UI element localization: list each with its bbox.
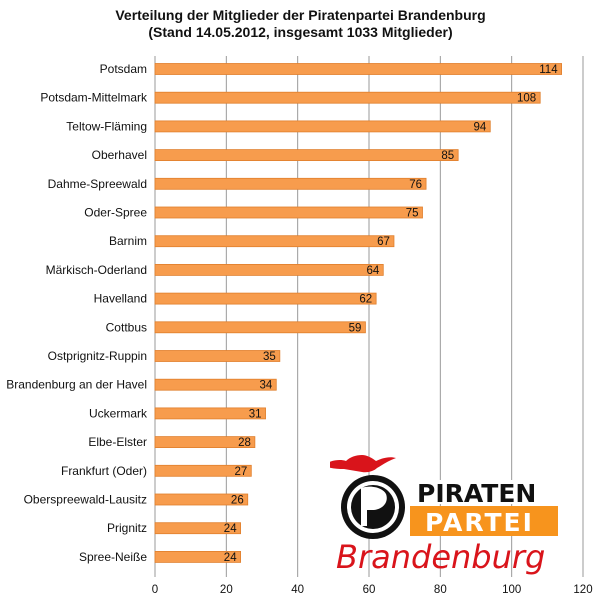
chart-subtitle: (Stand 14.05.2012, insgesamt 1033 Mitgli… (148, 24, 453, 40)
value-label: 35 (263, 351, 276, 363)
value-labels: 114 108 94 85 76 75 67 64 62 59 35 34 31 28 27 26 24 24 (224, 64, 558, 564)
logo-orange-band (410, 506, 558, 536)
category-labels: Potsdam Potsdam-Mittelmark Teltow-Fläming O… (6, 62, 148, 564)
bar (154, 235, 395, 248)
bar (154, 436, 256, 449)
category-label: Oberhavel (92, 148, 147, 162)
category-label: Frankfurt (Oder) (61, 464, 147, 478)
bar (154, 407, 266, 420)
bar (154, 177, 427, 190)
bar (154, 263, 384, 276)
value-label: 108 (517, 93, 536, 105)
value-label: 114 (539, 64, 558, 76)
value-label: 31 (249, 408, 262, 420)
bar (154, 493, 249, 506)
value-label: 26 (231, 495, 244, 507)
x-tick-label: 80 (434, 584, 447, 596)
category-label: Potsdam-Mittelmark (40, 91, 148, 105)
value-label: 62 (359, 294, 372, 306)
category-label: Elbe-Elster (88, 435, 147, 449)
category-label: Oberspreewald-Lausitz (24, 493, 147, 507)
category-label: Brandenburg an der Havel (6, 378, 147, 392)
value-label: 67 (377, 236, 390, 248)
category-label: Spree-Neiße (79, 550, 147, 564)
gridlines (154, 56, 584, 577)
category-label: Cottbus (106, 320, 147, 334)
bar (154, 378, 277, 391)
value-label: 24 (224, 523, 237, 535)
category-label: Ostprignitz-Ruppin (48, 349, 147, 363)
bar (154, 63, 563, 75)
value-label: 76 (409, 179, 422, 191)
logo-text-partei: PARTEI (425, 508, 534, 537)
logo-text-brandenburg: Brandenburg (336, 538, 545, 576)
bar (154, 350, 281, 362)
x-tick-label: 60 (363, 584, 376, 596)
category-label: Uckermark (89, 406, 148, 420)
bar (154, 149, 459, 162)
category-label: Teltow-Fläming (66, 119, 147, 133)
category-label: Märkisch-Oderland (46, 263, 147, 277)
bar (154, 91, 541, 104)
value-label: 85 (441, 150, 454, 162)
bar (154, 206, 423, 219)
category-label: Barnim (109, 234, 147, 248)
category-label: Potsdam (100, 62, 147, 76)
x-tick-label: 20 (220, 584, 233, 596)
category-label: Prignitz (107, 521, 147, 535)
value-label: 75 (406, 208, 419, 220)
value-label: 59 (349, 322, 362, 334)
x-tick-labels: 0 20 40 60 80 100 120 (152, 584, 593, 596)
bar (154, 464, 252, 477)
eagle-icon (330, 455, 396, 473)
x-tick-label: 40 (291, 584, 304, 596)
value-label: 24 (224, 552, 237, 564)
x-tick-label: 0 (152, 584, 158, 596)
x-tick-label: 100 (502, 584, 521, 596)
bar (154, 522, 241, 535)
value-label: 28 (238, 437, 251, 449)
logo-text-piraten: PIRATEN (417, 479, 536, 508)
category-label: Oder-Spree (84, 206, 147, 220)
bars (154, 63, 563, 563)
value-label: 64 (366, 265, 379, 277)
x-tick-label: 120 (573, 584, 592, 596)
category-label: Havelland (94, 292, 147, 306)
value-label: 94 (473, 121, 486, 133)
bar (154, 120, 491, 133)
bar (154, 292, 377, 305)
value-label: 34 (259, 380, 272, 392)
category-label: Dahme-Spreewald (48, 177, 147, 191)
bar (154, 321, 366, 334)
chart-title: Verteilung der Mitglieder der Piratenpar… (0, 7, 601, 41)
piratenpartei-brandenburg-logo: PIRATEN PARTEI Brandenburg (330, 455, 560, 576)
value-label: 27 (235, 466, 248, 478)
chart-title-line1: Verteilung der Mitglieder der Piratenpar… (115, 7, 486, 23)
bar (154, 551, 241, 563)
